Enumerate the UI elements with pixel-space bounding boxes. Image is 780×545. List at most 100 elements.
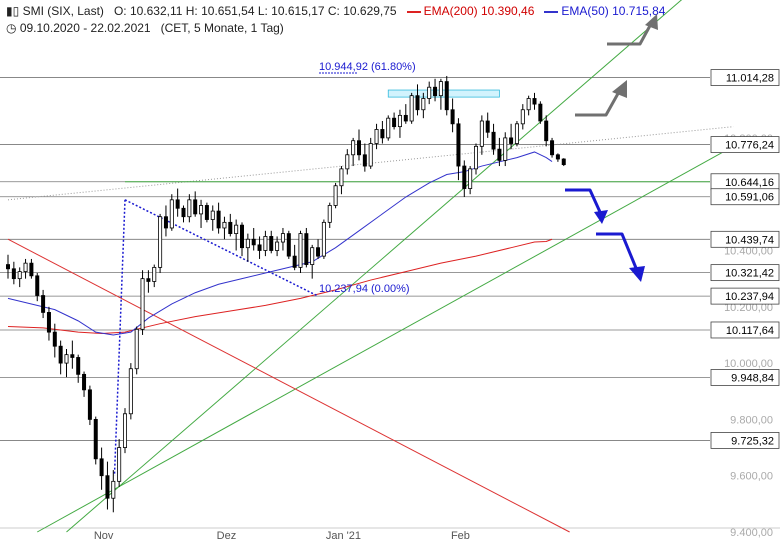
- candle-body: [169, 199, 174, 229]
- bar-chart-icon: ▮▯: [6, 4, 20, 18]
- candle-body: [403, 114, 408, 122]
- candle-body: [117, 447, 122, 482]
- candle-body: [368, 143, 373, 167]
- candle-body: [58, 345, 63, 364]
- level-price-label: 9.948,84: [731, 372, 774, 384]
- candle-body: [76, 357, 81, 375]
- candle-body: [199, 205, 204, 215]
- ema200-swatch: [406, 10, 421, 13]
- candle-body: [304, 233, 309, 265]
- chart-settings-text: (CET, 5 Monate, 1 Tag): [160, 21, 284, 35]
- date-range: 09.10.2020 - 22.02.2021: [19, 21, 151, 35]
- candle-body: [491, 131, 496, 150]
- candle-body: [29, 262, 34, 277]
- candle-body: [269, 236, 274, 251]
- candle-body: [550, 140, 555, 156]
- candle-body: [11, 268, 16, 280]
- level-price-label: 10.776,24: [725, 140, 774, 152]
- candle-body: [327, 205, 332, 223]
- fib-zone-box: [387, 89, 500, 98]
- candle-body: [222, 221, 227, 229]
- candle-body: [46, 312, 51, 333]
- ohlc-values: O: 10.632,11 H: 10.651,54 L: 10.615,17 C…: [113, 4, 397, 18]
- candle-body: [204, 205, 209, 220]
- y-tick-label: 10.400,00: [724, 245, 773, 257]
- candle-body: [111, 480, 116, 499]
- candle-body: [473, 145, 478, 170]
- candle-body: [433, 86, 438, 97]
- candle-body: [216, 210, 221, 229]
- candle-body: [310, 247, 315, 265]
- candle-body: [520, 109, 525, 125]
- candle-body: [298, 233, 303, 268]
- candle-body: [52, 331, 57, 347]
- ema50-swatch: [544, 10, 559, 13]
- candle-body: [333, 185, 338, 206]
- candle-body: [152, 266, 157, 282]
- candle-body: [41, 295, 46, 313]
- candle-body: [509, 137, 514, 144]
- candle-body: [93, 418, 98, 460]
- y-tick-label: 9.400,00: [730, 527, 773, 539]
- candle-body: [70, 354, 75, 358]
- candle-body: [386, 117, 391, 139]
- level-price-box: [710, 69, 780, 86]
- bearish-arrow: [596, 232, 638, 269]
- level-price-label: 10.321,42: [725, 268, 774, 280]
- candle-body: [87, 389, 92, 420]
- candle-body: [6, 264, 11, 270]
- candle-body: [175, 199, 180, 209]
- candle-body: [228, 221, 233, 235]
- candle-body: [146, 278, 151, 282]
- candle-body: [275, 241, 280, 251]
- candle-body: [374, 129, 379, 144]
- candle-body: [280, 233, 285, 243]
- candle-body: [497, 148, 502, 161]
- candle-body: [362, 154, 367, 167]
- symbol-label: SMI (SIX, Last): [22, 4, 104, 18]
- candle-body: [526, 98, 531, 111]
- level-price-box: [710, 136, 780, 153]
- x-tick-label: Dez: [217, 530, 237, 542]
- level-price-box: [710, 264, 780, 282]
- candle-body: [181, 207, 186, 218]
- candle-body: [380, 129, 385, 139]
- candle-body: [17, 271, 22, 280]
- candle-body: [450, 109, 455, 125]
- candle-body: [245, 238, 250, 249]
- candle-body: [187, 199, 192, 218]
- bullish-arrow: [575, 89, 622, 117]
- x-tick-label: Feb: [451, 530, 470, 542]
- candle-body: [321, 221, 326, 257]
- candle-body: [415, 95, 420, 111]
- bullish-arrow: [607, 21, 654, 46]
- candle-body: [140, 278, 145, 330]
- level-price-box: [710, 369, 780, 386]
- candle-body: [210, 210, 215, 220]
- candle-body: [561, 158, 566, 166]
- level-price-label: 10.117,64: [726, 325, 774, 337]
- level-price-box: [710, 321, 780, 339]
- level-price-label: 10.237,94: [725, 291, 774, 303]
- candle-body: [251, 238, 256, 246]
- bearish-arrow-head: [594, 210, 608, 224]
- level-price-label: 11.014,28: [726, 73, 774, 85]
- candle-body: [105, 475, 110, 499]
- candle-body: [544, 120, 549, 142]
- candle-body: [409, 95, 414, 122]
- candle-body: [158, 216, 163, 268]
- candle-body: [351, 140, 356, 156]
- level-price-box: [710, 188, 780, 206]
- candle-body: [128, 368, 133, 415]
- ema50-label: EMA(50): [561, 4, 609, 18]
- level-price-label: 9.725,32: [731, 435, 774, 447]
- chart-header-line1: ▮▯ SMI (SIX, Last) O: 10.632,11 H: 10.65…: [6, 4, 665, 18]
- candle-body: [35, 275, 40, 296]
- candle-body: [485, 120, 490, 133]
- candle-body: [292, 255, 297, 268]
- ema200-label: EMA(200): [423, 4, 478, 18]
- candle-body: [134, 328, 139, 370]
- y-tick-label: 10.000,00: [724, 358, 773, 370]
- downtrend-trend-line: [7, 238, 570, 533]
- level-price-label: 10.644,16: [725, 177, 774, 189]
